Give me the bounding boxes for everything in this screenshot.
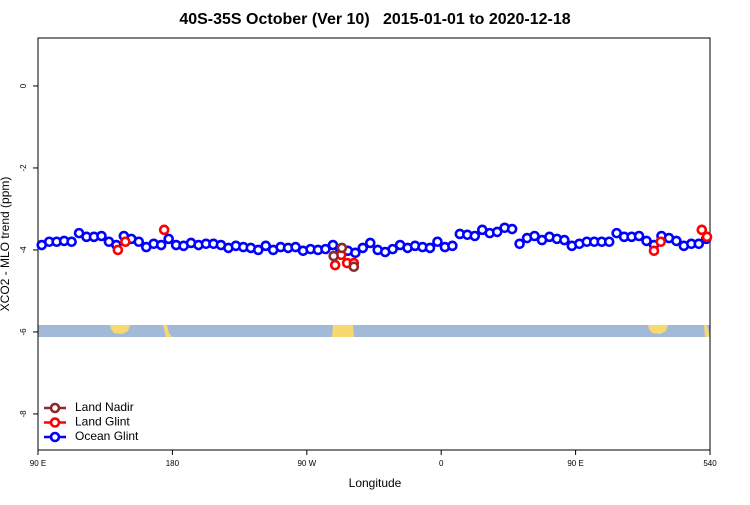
point <box>655 236 667 248</box>
y-tick-label: -2 <box>19 164 28 172</box>
ocean-band <box>38 325 710 337</box>
y-tick-label: -8 <box>19 410 28 418</box>
point <box>96 230 107 242</box>
point <box>469 230 481 242</box>
legend-label: Land Glint <box>75 415 130 429</box>
point <box>133 236 145 248</box>
land-shape <box>704 325 710 337</box>
point <box>320 243 331 255</box>
point <box>491 226 503 238</box>
point <box>432 236 443 248</box>
point <box>559 234 570 246</box>
land-shape <box>110 325 130 334</box>
point <box>506 223 518 235</box>
x-tick-label: 180 <box>166 459 180 468</box>
point <box>350 247 361 259</box>
point <box>155 239 167 251</box>
point <box>701 231 713 243</box>
point <box>336 242 348 254</box>
point <box>252 244 264 256</box>
x-tick-label: 540 <box>703 459 717 468</box>
x-tick-label: 0 <box>439 459 444 468</box>
point <box>603 236 615 248</box>
legend-swatch <box>49 402 61 414</box>
point <box>514 238 525 250</box>
land-shape <box>163 325 172 337</box>
point <box>447 240 458 252</box>
point <box>671 235 682 247</box>
map-strip <box>38 325 710 337</box>
point <box>66 236 77 248</box>
legend-label: Ocean Glint <box>75 429 139 443</box>
legend-swatch <box>49 431 61 443</box>
point <box>163 233 174 245</box>
point <box>529 230 540 242</box>
x-tick-label: 90 W <box>297 459 316 468</box>
point <box>633 230 645 242</box>
point <box>112 244 124 256</box>
y-tick-label: -4 <box>19 246 28 254</box>
point <box>327 239 339 251</box>
point <box>387 243 398 255</box>
x-tick-label: 90 E <box>567 459 583 468</box>
chart-title: 40S-35S October (Ver 10) 2015-01-01 to 2… <box>179 11 570 28</box>
point <box>348 261 360 273</box>
point <box>328 250 339 262</box>
point <box>260 240 272 252</box>
point <box>424 242 436 254</box>
plot-points <box>36 222 713 273</box>
point <box>120 236 131 248</box>
x-axis-label: Longitude <box>349 476 402 490</box>
x-tick-label: 90 E <box>30 459 46 468</box>
y-tick-label: 0 <box>19 83 28 88</box>
legend-label: Land Nadir <box>75 400 134 414</box>
point <box>364 237 376 249</box>
point <box>648 245 660 257</box>
point <box>329 259 341 271</box>
point <box>693 238 705 250</box>
point <box>357 242 369 254</box>
land-shape <box>332 325 354 337</box>
y-axis-label: XCO2 - MLO trend (ppm) <box>0 177 12 312</box>
land-shape <box>648 325 668 334</box>
point <box>641 235 652 247</box>
y-tick-label: -6 <box>19 328 28 336</box>
point <box>158 224 170 236</box>
point <box>696 224 708 236</box>
legend-swatch <box>49 417 61 428</box>
